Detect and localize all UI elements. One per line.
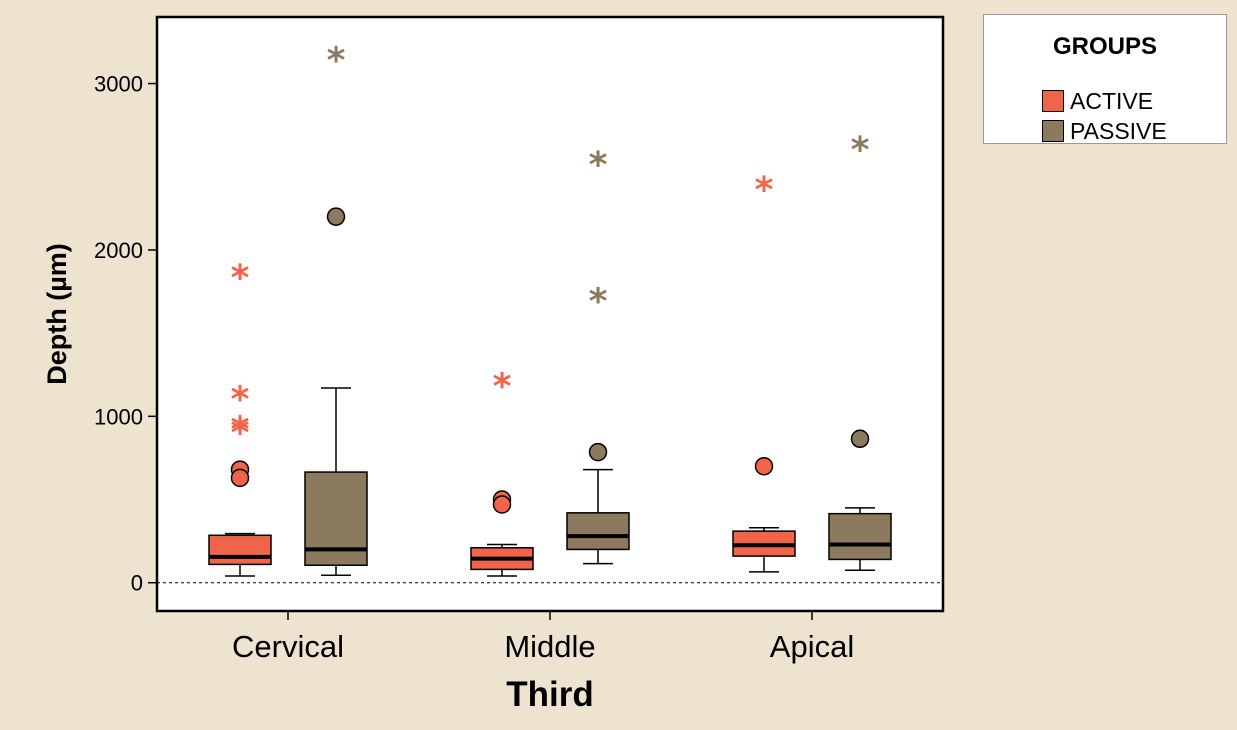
- y-axis-label: Depth (µm): [42, 243, 72, 385]
- outlier-point: [852, 430, 869, 447]
- extreme-point: *: [589, 145, 608, 186]
- x-tick-label: Apical: [770, 629, 854, 664]
- box-iqr: [829, 514, 891, 560]
- box-iqr: [209, 535, 271, 564]
- x-axis-label: Third: [506, 675, 593, 714]
- outlier-point: [494, 496, 511, 513]
- y-tick-label: 2000: [94, 238, 143, 263]
- box-iqr: [567, 513, 629, 550]
- legend-item-active: ACTIVE: [1042, 88, 1153, 114]
- plot-area: [157, 17, 943, 611]
- legend: GROUPS ACTIVE PASSIVE: [983, 14, 1227, 144]
- extreme-point: *: [231, 258, 250, 299]
- legend-label-passive: PASSIVE: [1070, 118, 1167, 145]
- extreme-point: *: [327, 40, 346, 81]
- x-tick-label: Cervical: [232, 629, 344, 664]
- legend-title: GROUPS: [984, 33, 1226, 61]
- outlier-point: [232, 469, 249, 486]
- legend-label-active: ACTIVE: [1070, 88, 1153, 115]
- extreme-point: *: [755, 170, 774, 211]
- extreme-point: *: [851, 130, 870, 171]
- y-tick-label: 1000: [94, 404, 143, 429]
- extreme-point: *: [231, 413, 250, 454]
- legend-swatch-passive: [1042, 120, 1064, 142]
- outlier-point: [756, 458, 773, 475]
- outlier-point: [328, 208, 345, 225]
- extreme-point: *: [589, 282, 608, 323]
- y-tick-label: 3000: [94, 72, 143, 97]
- y-tick-label: 0: [131, 571, 143, 596]
- x-tick-label: Middle: [504, 629, 595, 664]
- legend-item-passive: PASSIVE: [1042, 118, 1167, 144]
- outlier-point: [590, 444, 607, 461]
- extreme-point: *: [493, 366, 512, 407]
- legend-swatch-active: [1042, 90, 1064, 112]
